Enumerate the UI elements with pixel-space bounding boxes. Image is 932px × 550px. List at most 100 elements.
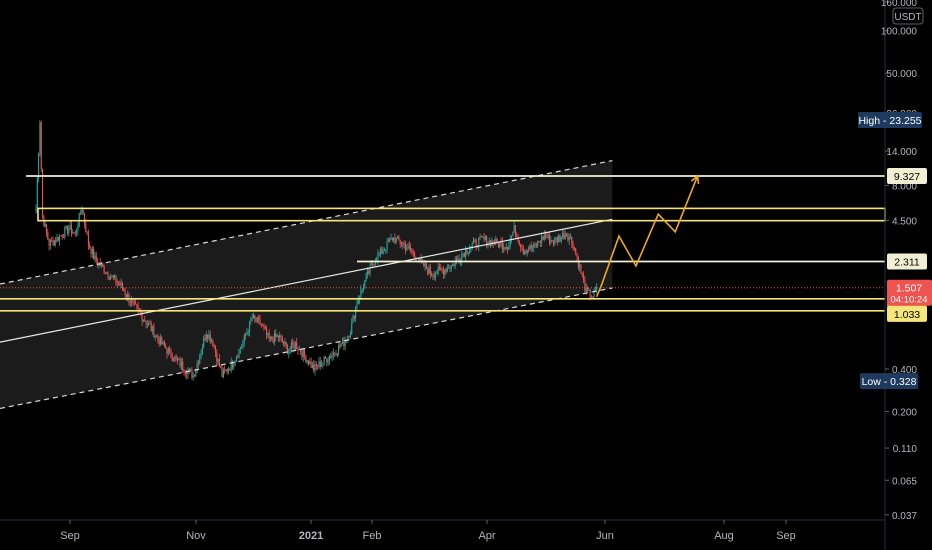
candle-body <box>543 234 545 240</box>
candle-body <box>326 358 328 363</box>
candle-body <box>386 240 388 250</box>
candle-body <box>106 272 108 274</box>
candle-body <box>158 338 160 345</box>
candle-body <box>554 237 556 245</box>
candle-body <box>420 257 422 261</box>
candle-body <box>61 235 63 238</box>
candle-body <box>59 235 61 241</box>
price-tick-label: 50.000 <box>886 69 917 80</box>
candle-body <box>512 232 514 236</box>
candle-body <box>104 272 106 274</box>
candle-body <box>235 357 237 362</box>
candle-body <box>188 368 190 371</box>
candle-body <box>568 237 570 240</box>
candle-body <box>496 238 498 243</box>
candle-body <box>501 242 503 250</box>
candle-body <box>120 282 122 286</box>
candle-body <box>315 364 317 366</box>
candle-body <box>40 122 42 169</box>
candle-body <box>580 264 582 274</box>
candle-body <box>73 232 75 234</box>
time-tick-label: Jun <box>596 530 614 542</box>
candle-body <box>174 356 176 362</box>
candle-body <box>467 252 469 254</box>
candle-body <box>435 273 437 278</box>
candle-body <box>556 237 558 242</box>
candle-body <box>152 326 154 331</box>
candle-body <box>201 347 203 354</box>
candle-body <box>533 243 535 248</box>
candle-body <box>233 364 235 368</box>
candle-body <box>504 247 506 249</box>
candle-body <box>178 358 180 360</box>
candle-body <box>90 248 92 255</box>
candle-body <box>195 369 197 376</box>
usdt-badge-icon[interactable] <box>892 7 924 25</box>
candle-body <box>484 236 486 240</box>
candle-body <box>503 247 505 250</box>
candle-body <box>273 333 275 343</box>
candle-body <box>379 248 382 254</box>
price-tick-label: 0.037 <box>892 511 917 522</box>
candle-body <box>336 353 338 356</box>
candle-body <box>387 240 389 242</box>
candle-body <box>129 302 131 304</box>
time-tick-label: Feb <box>363 530 382 542</box>
candle-body <box>372 263 374 265</box>
candle-body <box>64 227 66 238</box>
candle-body <box>558 235 560 242</box>
candle-body <box>355 307 357 318</box>
price-tick-label: 0.200 <box>892 407 917 418</box>
candle-body <box>368 271 370 274</box>
candle-body <box>62 237 65 238</box>
candle-body <box>412 252 414 254</box>
candle-body <box>82 209 84 215</box>
candle-body <box>404 244 406 251</box>
time-tick-label: Sep <box>60 530 80 542</box>
candle-body <box>102 263 104 267</box>
candle-body <box>465 249 467 257</box>
candle-body <box>328 356 330 361</box>
candle-body <box>286 345 289 355</box>
candle-body <box>285 342 287 346</box>
candle-body <box>234 361 236 365</box>
candle-body <box>226 369 228 372</box>
price-tick-label: 14.000 <box>886 147 917 158</box>
price-axis[interactable]: 100.000 50.000 14.000 4.500 0.400 0.200 0.110 0… <box>881 0 918 550</box>
time-tick-label: Apr <box>478 530 495 542</box>
candle-body <box>444 269 446 275</box>
candle-body <box>49 240 51 246</box>
currency-label: USDT <box>894 12 921 23</box>
time-axis[interactable]: Sep Nov 2021 Feb Apr Jun Aug Sep <box>0 519 885 542</box>
price-tick-label: 4.500 <box>892 217 917 228</box>
candle-body <box>52 240 54 246</box>
candle-body <box>364 280 366 288</box>
candle-body <box>564 234 566 239</box>
candle-body <box>441 269 443 271</box>
candle-body <box>347 336 349 341</box>
candle-body <box>449 268 451 270</box>
high-price-label-bg <box>858 112 922 129</box>
candle-body <box>204 338 206 340</box>
candle-body <box>176 358 179 360</box>
candle-body <box>505 246 507 249</box>
candle-body <box>125 294 127 298</box>
time-tick-label: Nov <box>186 530 206 542</box>
candle-body <box>57 236 59 241</box>
candle-body <box>228 369 230 372</box>
candle-body <box>520 244 522 248</box>
candle-body <box>133 301 135 303</box>
candle-body <box>111 275 113 277</box>
candle-body <box>429 267 431 274</box>
candle-body <box>438 267 441 269</box>
candle-body <box>196 363 198 370</box>
candle-body <box>411 251 413 253</box>
candle-body <box>213 346 215 348</box>
candle-body <box>266 328 268 335</box>
candle-body <box>167 348 169 354</box>
candle-body <box>457 258 459 260</box>
candle-body <box>454 260 456 266</box>
candle-body <box>44 223 46 227</box>
candle-body <box>397 236 399 238</box>
